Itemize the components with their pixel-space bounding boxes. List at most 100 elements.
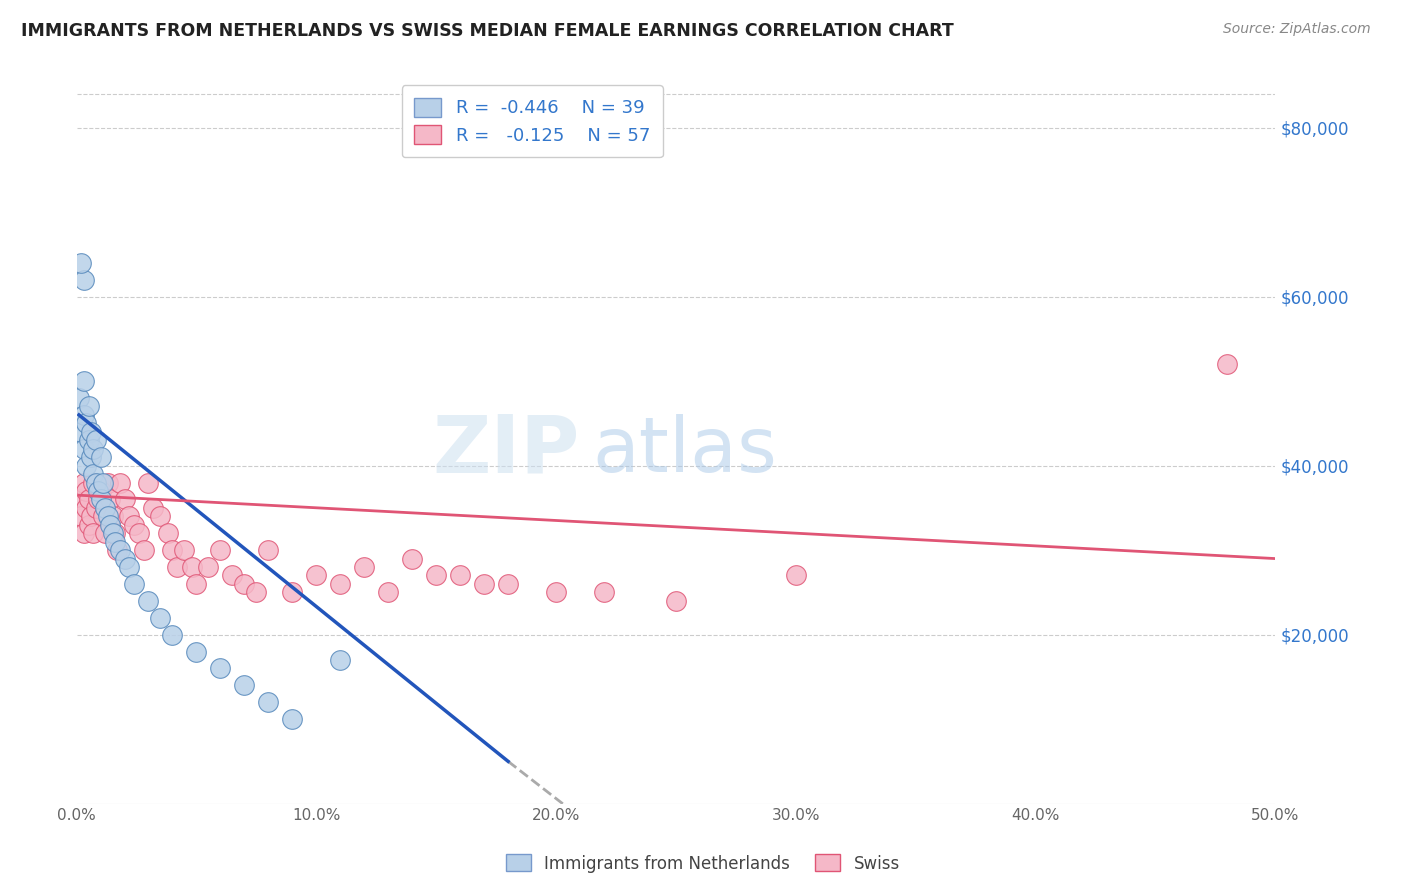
- Point: [281, 712, 304, 726]
- Point: [73, 526, 96, 541]
- Point: [82, 442, 104, 456]
- Point: [84, 434, 107, 448]
- Point: [94, 500, 117, 515]
- Point: [73, 408, 96, 422]
- Point: [329, 577, 352, 591]
- Point: [221, 568, 243, 582]
- Point: [449, 568, 471, 582]
- Point: [233, 678, 256, 692]
- Point: [472, 577, 495, 591]
- Point: [425, 568, 447, 582]
- Text: IMMIGRANTS FROM NETHERLANDS VS SWISS MEDIAN FEMALE EARNINGS CORRELATION CHART: IMMIGRANTS FROM NETHERLANDS VS SWISS MED…: [21, 22, 953, 40]
- Point: [233, 577, 256, 591]
- Point: [149, 611, 172, 625]
- Point: [77, 492, 100, 507]
- Point: [162, 627, 184, 641]
- Point: [305, 568, 328, 582]
- Point: [257, 543, 280, 558]
- Point: [132, 543, 155, 558]
- Point: [90, 450, 112, 465]
- Point: [245, 585, 267, 599]
- Point: [67, 492, 90, 507]
- Point: [75, 483, 97, 498]
- Point: [70, 425, 93, 439]
- Point: [73, 374, 96, 388]
- Point: [75, 458, 97, 473]
- Point: [138, 475, 160, 490]
- Point: [80, 450, 103, 465]
- Point: [173, 543, 195, 558]
- Point: [209, 543, 232, 558]
- Point: [1216, 357, 1239, 371]
- Point: [377, 585, 399, 599]
- Point: [104, 526, 127, 541]
- Point: [75, 417, 97, 431]
- Point: [101, 526, 124, 541]
- Point: [149, 509, 172, 524]
- Point: [257, 695, 280, 709]
- Point: [785, 568, 807, 582]
- Point: [108, 543, 131, 558]
- Point: [84, 500, 107, 515]
- Point: [77, 517, 100, 532]
- Point: [87, 483, 110, 498]
- Point: [108, 475, 131, 490]
- Point: [142, 500, 165, 515]
- Point: [180, 560, 202, 574]
- Text: atlas: atlas: [592, 414, 778, 488]
- Legend: R =  -0.446    N = 39, R =   -0.125    N = 57: R = -0.446 N = 39, R = -0.125 N = 57: [402, 85, 662, 157]
- Point: [91, 475, 114, 490]
- Point: [122, 577, 145, 591]
- Point: [98, 492, 121, 507]
- Point: [118, 509, 141, 524]
- Text: Source: ZipAtlas.com: Source: ZipAtlas.com: [1223, 22, 1371, 37]
- Point: [97, 475, 120, 490]
- Point: [84, 475, 107, 490]
- Point: [593, 585, 616, 599]
- Point: [91, 509, 114, 524]
- Point: [104, 534, 127, 549]
- Point: [114, 551, 136, 566]
- Text: ZIP: ZIP: [433, 412, 581, 490]
- Point: [114, 492, 136, 507]
- Point: [186, 577, 208, 591]
- Point: [94, 526, 117, 541]
- Point: [75, 500, 97, 515]
- Point: [156, 526, 179, 541]
- Point: [281, 585, 304, 599]
- Point: [98, 517, 121, 532]
- Point: [329, 653, 352, 667]
- Point: [665, 594, 688, 608]
- Point: [82, 467, 104, 481]
- Point: [401, 551, 423, 566]
- Point: [122, 517, 145, 532]
- Point: [82, 475, 104, 490]
- Point: [90, 483, 112, 498]
- Point: [77, 400, 100, 414]
- Point: [544, 585, 567, 599]
- Point: [67, 391, 90, 405]
- Legend: Immigrants from Netherlands, Swiss: Immigrants from Netherlands, Swiss: [499, 847, 907, 880]
- Point: [101, 509, 124, 524]
- Point: [496, 577, 519, 591]
- Point: [118, 560, 141, 574]
- Point: [186, 644, 208, 658]
- Point: [138, 594, 160, 608]
- Point: [70, 509, 93, 524]
- Point: [128, 526, 150, 541]
- Point: [73, 475, 96, 490]
- Point: [353, 560, 375, 574]
- Point: [87, 492, 110, 507]
- Point: [82, 526, 104, 541]
- Point: [77, 434, 100, 448]
- Point: [73, 442, 96, 456]
- Point: [80, 425, 103, 439]
- Point: [197, 560, 219, 574]
- Point: [97, 509, 120, 524]
- Point: [73, 273, 96, 287]
- Point: [162, 543, 184, 558]
- Point: [166, 560, 188, 574]
- Point: [105, 543, 128, 558]
- Point: [80, 509, 103, 524]
- Point: [209, 661, 232, 675]
